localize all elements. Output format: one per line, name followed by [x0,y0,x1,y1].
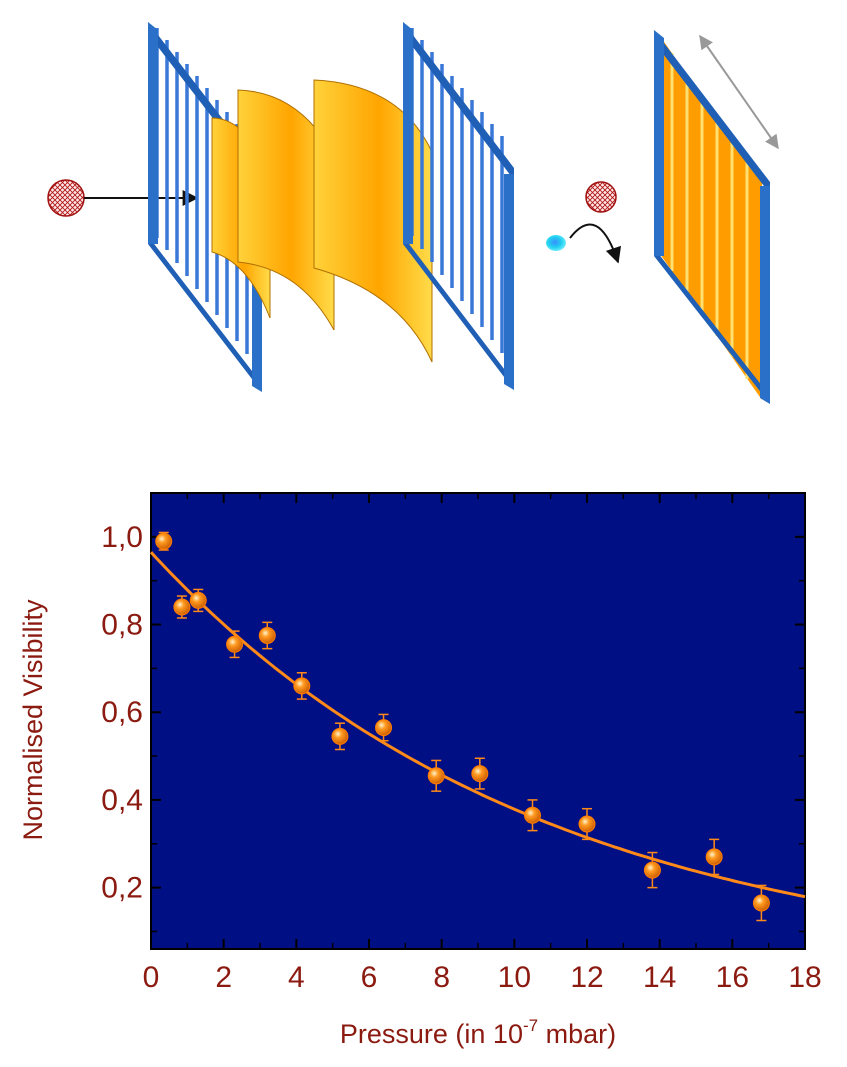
chart: 0,2 0,4 0,6 0,8 1,0 0 2 4 6 8 10 12 14 16 18 Pressure… [18,492,822,1049]
detection-icon [546,181,622,264]
x-axis: 0 2 4 6 8 10 12 14 16 18 [143,493,822,994]
data-point [643,861,661,879]
x-tick-label: 8 [433,961,450,994]
data-point [427,767,445,785]
data-point [155,532,173,550]
x-tick-label: 4 [288,961,305,994]
y-tick-label: 0,2 [101,872,143,905]
data-point [226,635,244,653]
data-point [331,727,349,745]
x-tick-label: 18 [788,961,821,994]
data-point [471,765,489,783]
y-axis: 0,2 0,4 0,6 0,8 1,0 [101,521,805,933]
data-point [578,815,596,833]
x-tick-label: 10 [498,961,531,994]
y-tick-label: 0,8 [101,609,143,642]
data-points [155,532,770,912]
data-point [173,598,191,616]
y-axis-title: Normalised Visibility [18,599,48,841]
grating-icon [403,22,514,390]
fit-curve [149,551,806,899]
data-point [375,719,393,737]
scan-arrow-icon [699,34,779,150]
x-tick-label: 12 [570,961,603,994]
x-axis-title: Pressure (in 10-7 mbar) [340,1016,616,1049]
x-tick-label: 0 [143,961,160,994]
y-tick-label: 1,0 [101,521,143,554]
x-tick-label: 2 [215,961,232,994]
detector-grating-icon [654,30,770,404]
x-tick-label: 6 [361,961,378,994]
data-point [524,806,541,824]
molecule-icon [47,179,85,217]
lens-plate-icon [211,79,433,363]
x-tick-label: 16 [716,961,749,994]
y-tick-label: 0,6 [101,696,143,729]
plot-background [150,492,806,950]
data-point [293,677,311,695]
data-point [189,591,207,609]
interferometer-diagram [47,22,779,404]
data-point [705,848,723,866]
y-tick-label: 0,4 [101,784,143,817]
data-point [258,627,276,644]
x-tick-label: 14 [643,961,676,994]
data-point [752,894,770,912]
